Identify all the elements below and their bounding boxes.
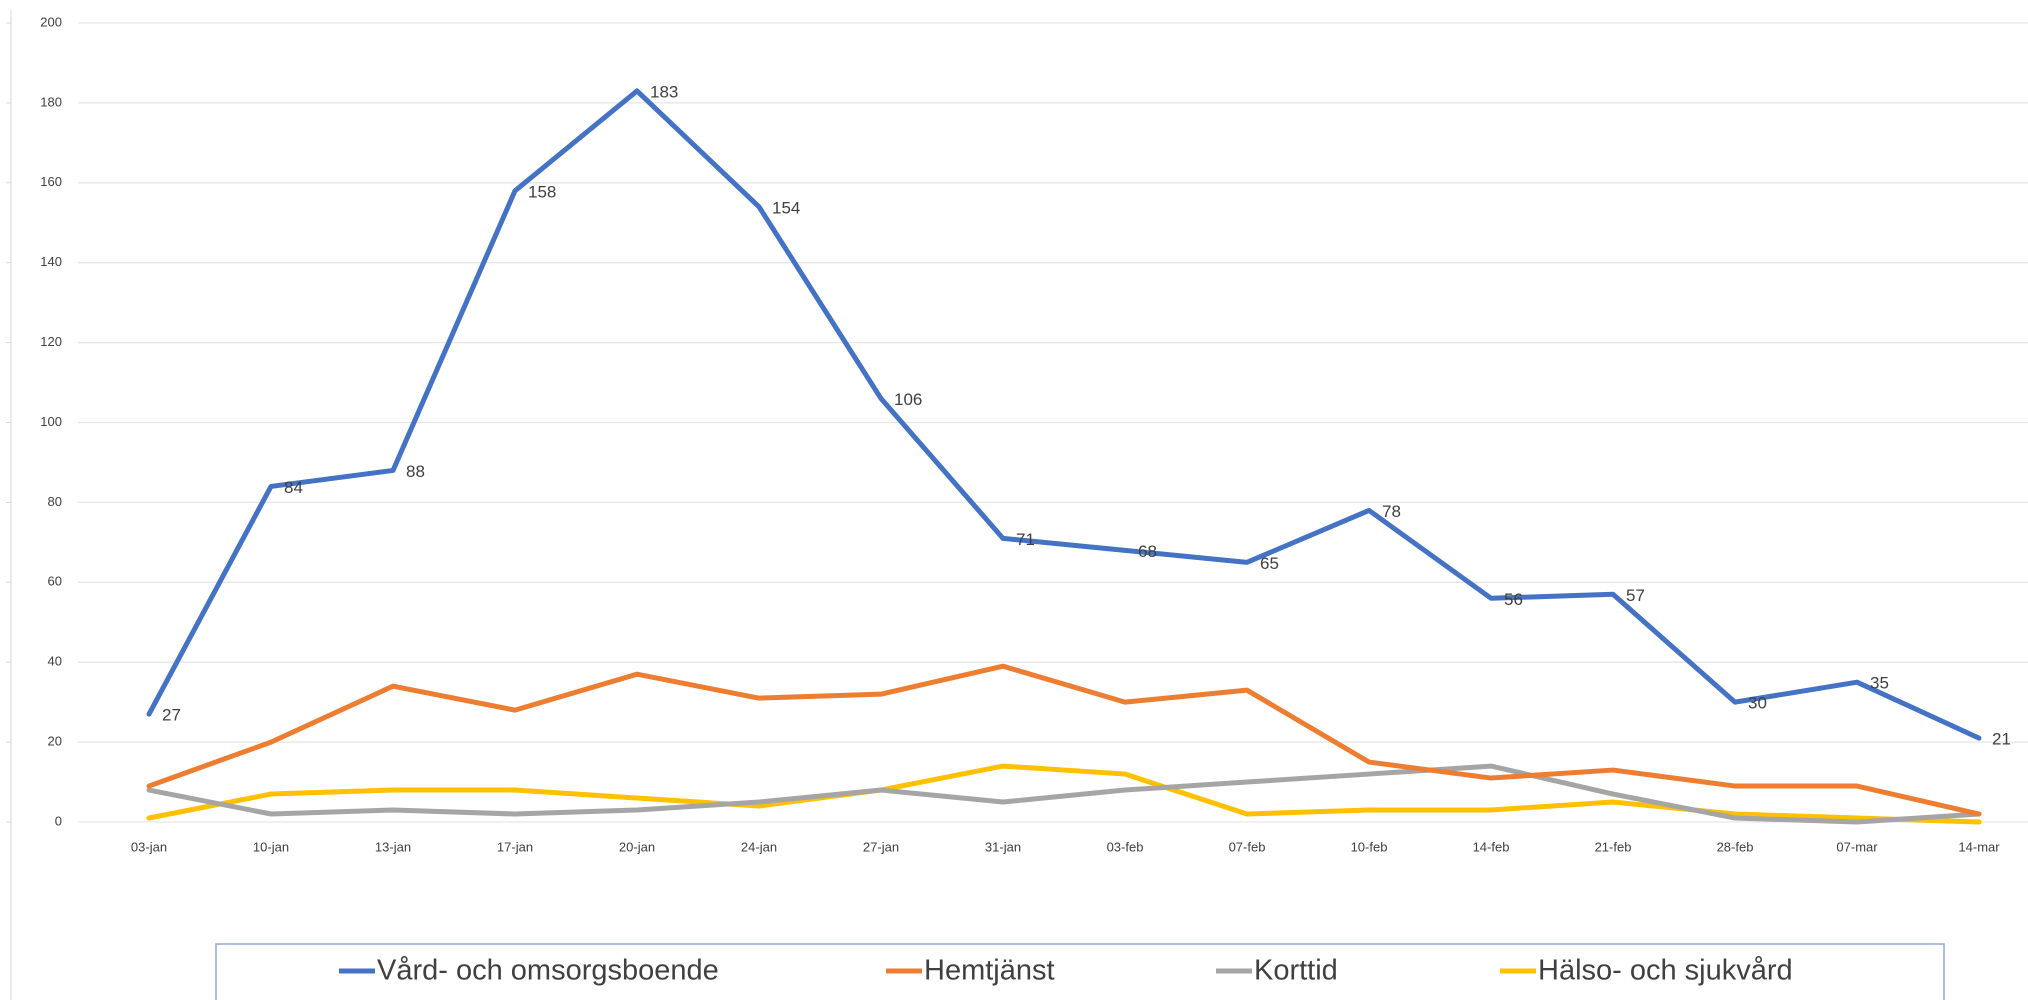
data-label: 68 bbox=[1138, 542, 1157, 561]
x-tick-label: 10-jan bbox=[253, 839, 289, 854]
data-label: 183 bbox=[650, 82, 678, 101]
data-label: 30 bbox=[1748, 694, 1767, 713]
legend-label: Korttid bbox=[1254, 955, 1338, 987]
y-tick-label: 180 bbox=[40, 94, 62, 109]
x-tick-label: 10-feb bbox=[1351, 839, 1388, 854]
data-label: 71 bbox=[1016, 530, 1035, 549]
x-tick-label: 07-feb bbox=[1229, 839, 1266, 854]
data-label: 21 bbox=[1992, 730, 2011, 749]
y-tick-label: 40 bbox=[48, 654, 62, 669]
x-tick-label: 03-jan bbox=[131, 839, 167, 854]
data-label: 65 bbox=[1260, 554, 1279, 573]
series-line bbox=[146, 663, 1982, 817]
y-tick-label: 80 bbox=[48, 494, 62, 509]
x-tick-label: 21-feb bbox=[1595, 839, 1632, 854]
x-tick-label: 31-jan bbox=[985, 839, 1021, 854]
legend-label: Hemtjänst bbox=[924, 955, 1055, 987]
x-tick-label: 13-jan bbox=[375, 839, 411, 854]
x-tick-label: 03-feb bbox=[1107, 839, 1144, 854]
y-tick-label: 200 bbox=[40, 14, 62, 29]
y-tick-label: 100 bbox=[40, 414, 62, 429]
x-tick-label: 14-mar bbox=[1958, 839, 2000, 854]
y-tick-label: 120 bbox=[40, 334, 62, 349]
data-label: 57 bbox=[1626, 586, 1645, 605]
x-tick-label: 27-jan bbox=[863, 839, 899, 854]
legend-box bbox=[215, 943, 1945, 1000]
data-label: 78 bbox=[1382, 502, 1401, 521]
x-tick-label: 24-jan bbox=[741, 839, 777, 854]
data-label: 84 bbox=[284, 478, 303, 497]
data-label: 56 bbox=[1504, 590, 1523, 609]
y-tick-label: 0 bbox=[55, 813, 62, 828]
data-label: 88 bbox=[406, 462, 425, 481]
series-line bbox=[146, 763, 1982, 825]
y-tick-label: 60 bbox=[48, 574, 62, 589]
data-label: 35 bbox=[1870, 674, 1889, 693]
data-label: 106 bbox=[894, 390, 922, 409]
y-tick-label: 20 bbox=[48, 734, 62, 749]
x-tick-label: 17-jan bbox=[497, 839, 533, 854]
x-tick-label: 07-mar bbox=[1836, 839, 1878, 854]
y-tick-label: 160 bbox=[40, 174, 62, 189]
x-tick-label: 28-feb bbox=[1717, 839, 1754, 854]
y-tick-label: 140 bbox=[40, 254, 62, 269]
series-line bbox=[146, 88, 1982, 741]
x-tick-label: 20-jan bbox=[619, 839, 655, 854]
x-tick-label: 14-feb bbox=[1473, 839, 1510, 854]
data-label: 158 bbox=[528, 182, 556, 201]
data-label: 154 bbox=[772, 198, 800, 217]
legend-label: Vård- och omsorgsboende bbox=[377, 955, 719, 987]
data-label: 27 bbox=[162, 706, 181, 725]
legend-label: Hälso- och sjukvård bbox=[1538, 955, 1793, 987]
